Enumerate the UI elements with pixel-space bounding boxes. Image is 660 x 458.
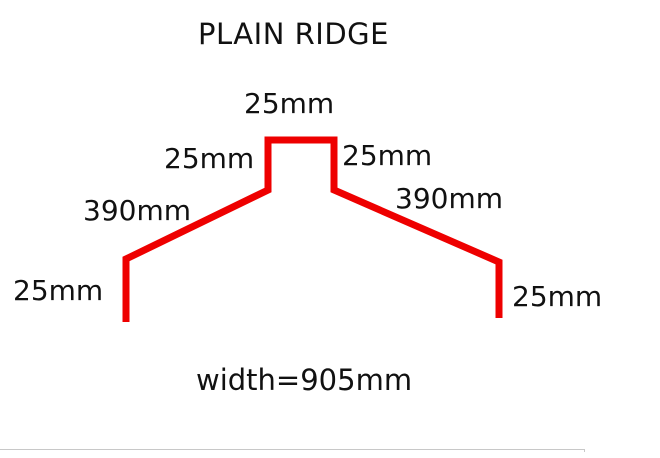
dimension-left-leg: 25mm	[13, 274, 104, 307]
bottom-divider	[0, 449, 585, 452]
dimension-right-upstand: 25mm	[342, 139, 433, 172]
dimension-left-slope: 390mm	[83, 194, 191, 227]
dimension-right-leg: 25mm	[512, 280, 603, 313]
dimension-right-slope: 390mm	[395, 182, 503, 215]
dimension-top: 25mm	[244, 87, 335, 120]
diagram-title: PLAIN RIDGE	[198, 17, 389, 51]
total-width-label: width=905mm	[196, 363, 413, 397]
dimension-left-upstand: 25mm	[164, 142, 255, 175]
ridge-profile-line	[122, 136, 503, 322]
